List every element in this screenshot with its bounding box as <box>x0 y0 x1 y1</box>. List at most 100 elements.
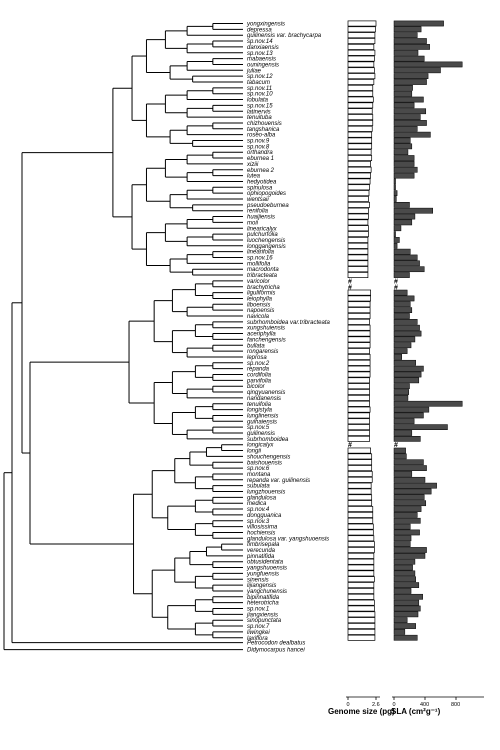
genome-bar <box>347 213 369 220</box>
sla-bar <box>393 90 413 97</box>
sla-bar <box>393 424 448 430</box>
sla-bar <box>393 400 463 407</box>
sla-bar <box>393 213 416 220</box>
taxon-label: sp.nov.9 <box>247 139 270 145</box>
genome-bar <box>347 465 373 472</box>
sla-bar <box>393 260 420 267</box>
sla-bar <box>393 38 427 44</box>
taxon-label: parvifolia <box>246 378 272 384</box>
sla-bar <box>393 26 422 33</box>
taxon-label: tenuifolia <box>247 402 272 408</box>
taxon-label: lobulata <box>247 98 269 104</box>
genome-bar <box>347 354 371 360</box>
genome-bar <box>347 599 375 606</box>
sla-bar <box>393 295 415 302</box>
genome-bar <box>347 582 375 589</box>
taxon-label: sp.nov.16 <box>247 256 273 262</box>
sla-bar <box>393 482 437 489</box>
genome-bar <box>347 149 372 156</box>
sla-bar <box>393 588 412 594</box>
genome-size-bars: ### <box>347 20 377 641</box>
sla-bar <box>393 553 426 559</box>
sla-bar <box>393 225 402 232</box>
genome-bar <box>347 547 375 553</box>
sla-bar <box>393 494 425 501</box>
taxon-label: nandanensis <box>247 396 281 402</box>
genome-bar <box>347 90 374 97</box>
sla-bar <box>393 231 396 237</box>
taxon-label: varicolor <box>247 279 271 285</box>
genome-bar <box>347 558 375 565</box>
sla-tick-label-800: 800 <box>451 702 460 708</box>
genome-bar <box>347 511 374 518</box>
taxon-label: subulata <box>247 484 270 490</box>
taxon-label: danxiaensis <box>247 45 279 51</box>
genome-missing-mark: # <box>348 442 352 449</box>
sla-bar <box>393 143 413 150</box>
sla-bar <box>393 564 413 571</box>
sla-bar <box>393 453 407 460</box>
taxon-label: yungfuensis <box>246 571 279 577</box>
taxon-label: qingyuanensis <box>247 390 285 396</box>
sla-bar <box>393 319 418 325</box>
genome-missing-mark: # <box>348 284 352 291</box>
outgroup-label: Didymocarpus hancei <box>247 648 305 654</box>
sla-bar <box>393 172 415 179</box>
sla-bar <box>393 61 463 68</box>
sla-bar <box>393 535 412 542</box>
genome-bar <box>347 84 374 91</box>
sla-bar <box>393 471 413 477</box>
sla-bar <box>393 67 441 74</box>
sla-bar <box>393 576 416 583</box>
genome-bar <box>347 383 370 390</box>
genome-bar <box>347 242 369 249</box>
sla-bar <box>393 336 416 343</box>
taxon-label: pseudoeburnea <box>246 203 289 209</box>
taxon-label: baishouensis <box>247 460 282 466</box>
genome-bar <box>347 137 373 144</box>
sla-bar <box>393 96 424 103</box>
genome-bar <box>347 231 369 238</box>
genome-bar <box>347 330 371 337</box>
genome-bar <box>347 529 374 536</box>
sla-bar <box>393 184 396 191</box>
taxon-label: bicolor <box>247 384 266 390</box>
genome-bar <box>347 406 371 413</box>
taxon-label: macrodonta <box>247 267 279 273</box>
taxon-label: villosissima <box>247 525 278 531</box>
taxon-label: longicalyx <box>247 443 274 449</box>
sla-bar <box>393 301 411 308</box>
genome-bar <box>347 576 375 583</box>
sla-bar <box>393 114 421 120</box>
sla-bar <box>393 599 420 606</box>
taxon-label: cordifolia <box>247 373 272 379</box>
genome-bar <box>347 634 376 641</box>
taxon-label: huaijiensis <box>247 215 275 221</box>
axes: 0 2.6 0 400 800 Genome size (pg) SLA (cm… <box>328 696 484 716</box>
taxon-label: tribracteata <box>247 273 278 279</box>
taxon-label: pulchurfolia <box>246 232 278 238</box>
genome-bar <box>347 248 369 255</box>
sla-bar <box>393 406 430 413</box>
sla-bar <box>393 623 416 629</box>
taxon-label: xiziii <box>246 162 259 168</box>
genome-bar <box>347 459 373 466</box>
sla-bar <box>393 166 418 173</box>
taxon-label: orthandra <box>247 150 273 156</box>
genome-bar <box>347 172 371 179</box>
sla-bar <box>393 125 418 132</box>
taxon-label: sp.nov.2 <box>247 361 270 367</box>
genome-bar <box>347 453 373 460</box>
taxon-label: repanda var. guilinensis <box>247 478 310 484</box>
genome-bar <box>347 289 371 296</box>
phylogenetic-tree <box>3 23 243 651</box>
genome-bar <box>347 190 370 197</box>
sla-missing-mark: # <box>394 442 398 449</box>
genome-bar <box>347 26 376 33</box>
genome-bar <box>347 143 373 150</box>
sla-bar <box>393 266 425 273</box>
taxon-label: tabacum <box>247 80 270 86</box>
sla-bar <box>393 49 419 56</box>
sla-bar <box>393 120 427 126</box>
sla-bar <box>393 131 431 138</box>
